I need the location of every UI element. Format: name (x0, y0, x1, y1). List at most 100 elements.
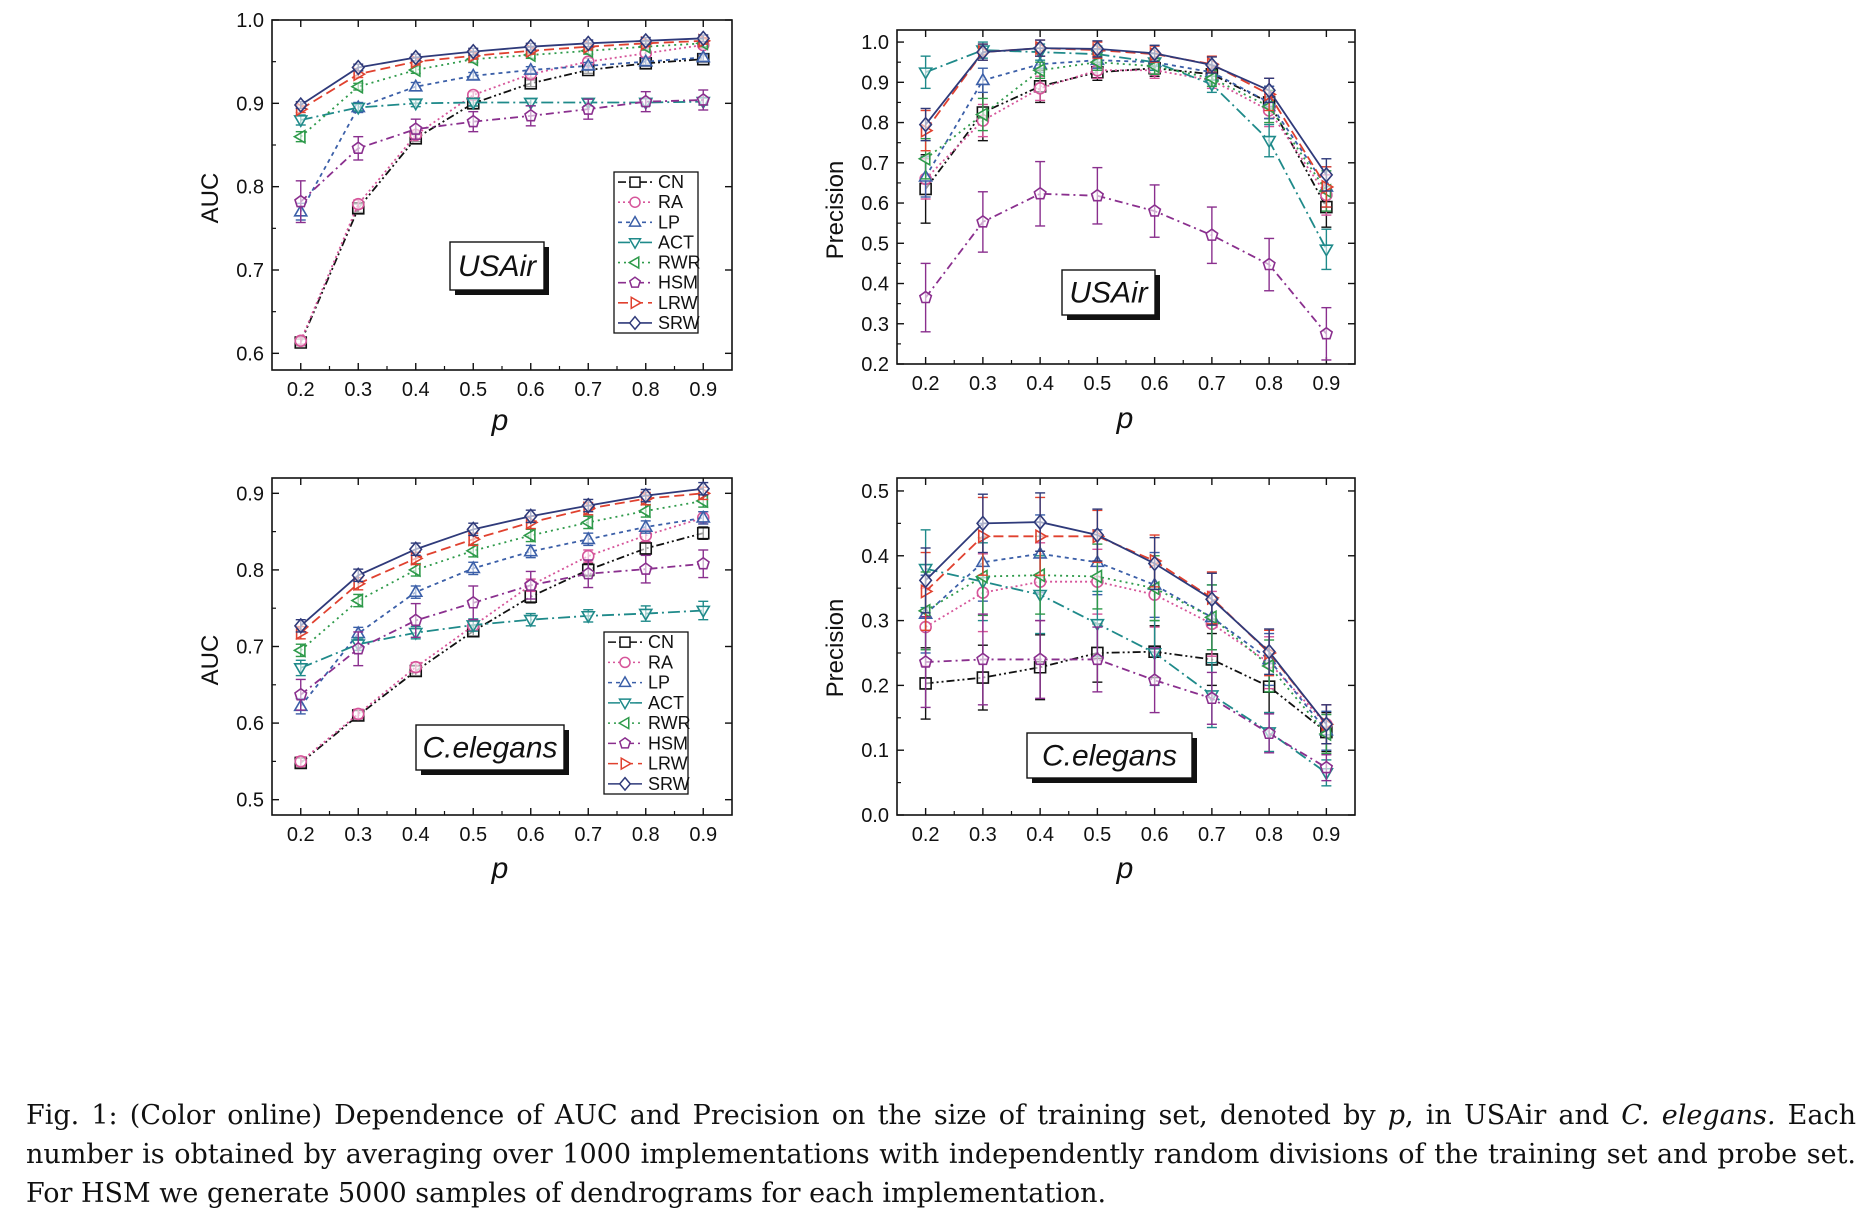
data-point (581, 35, 596, 52)
data-point (523, 97, 539, 111)
data-point (294, 334, 308, 348)
y-tick-label: 0.6 (236, 713, 264, 735)
y-tick-label: 0.7 (236, 637, 264, 659)
data-point (1090, 526, 1105, 544)
data-point (1319, 760, 1334, 774)
data-point (409, 122, 423, 135)
data-point (1205, 591, 1219, 608)
series-line (299, 44, 704, 342)
y-tick-label: 0.5 (861, 481, 889, 503)
x-tick-label: 0.3 (969, 373, 997, 395)
y-tick-label: 0.6 (861, 193, 889, 215)
legend-label: RA (648, 652, 673, 672)
data-point (1261, 99, 1275, 114)
data-point (638, 487, 653, 504)
caption-mid: , in USAir and (1405, 1100, 1622, 1131)
x-tick-label: 0.7 (574, 379, 602, 401)
data-point (581, 102, 595, 115)
x-tick-label: 0.2 (287, 824, 315, 846)
data-point (408, 49, 423, 66)
data-point (1090, 40, 1105, 58)
data-point (465, 620, 481, 633)
series-line (300, 492, 704, 634)
data-point (1032, 62, 1046, 78)
data-point (696, 30, 711, 47)
data-point (351, 197, 365, 211)
data-point (1090, 652, 1105, 666)
data-point (293, 96, 308, 114)
data-point (1262, 82, 1276, 99)
data-point (638, 53, 654, 67)
y-axis-label: Precision (822, 161, 849, 260)
data-point (695, 49, 711, 63)
data-point (1146, 580, 1160, 596)
data-point (1321, 179, 1335, 195)
x-tick-label: 0.5 (459, 824, 487, 846)
series-line (924, 192, 1328, 335)
data-point (523, 508, 538, 525)
data-point (350, 102, 366, 116)
legend-label: SRW (658, 313, 700, 333)
data-point (523, 38, 538, 55)
legend-label: RA (658, 192, 683, 212)
data-point (294, 194, 308, 208)
legend-label: CN (658, 172, 684, 192)
series-rwr (917, 535, 1332, 755)
x-tick-label: 0.7 (1198, 824, 1226, 846)
data-point (523, 62, 539, 75)
legend-marker (629, 196, 641, 208)
usair-precision-chart: 0.2 0.3 0.4 0.5 0.6 0.7 0.8 0.9 0.2 0.3 0.4 0.5 0.6 0… (822, 29, 1356, 435)
data-point (294, 687, 308, 701)
data-point (293, 115, 309, 128)
data-point (523, 614, 539, 628)
data-point (918, 116, 933, 133)
y-tick-label: 0.9 (236, 483, 264, 505)
data-point (1147, 673, 1162, 686)
y-tick-label: 0.2 (861, 675, 889, 697)
series-line (925, 658, 1327, 769)
x-tick-label: 0.9 (689, 379, 717, 401)
data-point (696, 92, 710, 106)
legend-label: LP (648, 673, 670, 693)
data-point (918, 67, 934, 81)
series-line (300, 516, 704, 763)
data-point (1205, 228, 1219, 241)
data-point (917, 151, 931, 167)
data-point (918, 655, 933, 668)
data-point (639, 562, 653, 575)
legend-label: RWR (658, 253, 701, 273)
label-box (1026, 732, 1193, 779)
legend-marker (619, 636, 631, 648)
y-tick-label: 0.4 (861, 546, 889, 568)
data-point (351, 141, 365, 155)
data-point (580, 610, 596, 624)
data-point (468, 531, 482, 547)
series-line (925, 567, 1327, 774)
series-line (300, 562, 704, 696)
series-lp (293, 509, 711, 715)
series-line (300, 487, 704, 627)
data-point (918, 290, 933, 304)
y-tick-label: 0.2 (861, 354, 889, 376)
series-hsm (294, 549, 710, 711)
legend-marker (627, 255, 640, 270)
y-axis-label: AUC (197, 173, 224, 224)
x-tick-label: 0.8 (1255, 373, 1283, 395)
legend-label: SRW (648, 774, 690, 794)
caption-prefix: Fig. 1: (Color online) Dependence of AUC… (26, 1100, 1388, 1131)
data-point (638, 519, 654, 532)
x-tick-label: 0.7 (1198, 373, 1226, 395)
data-point (976, 44, 990, 61)
series-srw (918, 492, 1334, 745)
series-line (300, 99, 704, 203)
dataset-label: USAir (1069, 277, 1148, 310)
data-point (637, 503, 651, 519)
data-point (524, 108, 538, 122)
series-line (300, 532, 704, 764)
x-tick-label: 0.6 (517, 824, 545, 846)
caption-species: C. elegans. (1621, 1100, 1776, 1131)
data-point (1035, 528, 1049, 544)
data-point (465, 560, 481, 574)
x-tick-label: 0.5 (459, 379, 487, 401)
series-line (925, 552, 1328, 732)
